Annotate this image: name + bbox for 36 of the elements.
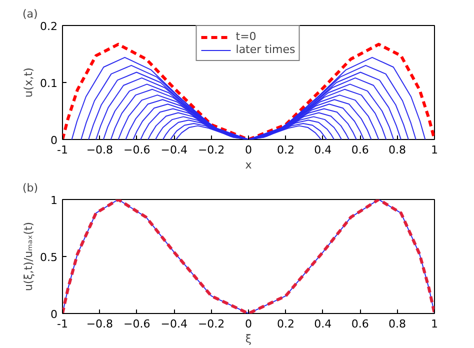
- x-tick-label: −0.2: [198, 144, 225, 156]
- x-tick-label: 0.8: [388, 144, 406, 156]
- y-tick-label: 0: [50, 308, 58, 321]
- x-tick-label: 1: [431, 144, 438, 156]
- x-tick-label: 0.4: [314, 144, 332, 156]
- legend-label: t=0: [236, 30, 256, 43]
- x-tick-label: −0.6: [124, 318, 150, 330]
- x-tick-label: −0.8: [86, 318, 114, 330]
- x-tick-label: 1: [431, 318, 438, 330]
- y-axis-title: u(x,t): [22, 68, 36, 98]
- y-axis-title: u(ξ,t)/uₘₐₓ(t): [22, 222, 36, 292]
- x-tick-label: 0.6: [351, 318, 369, 330]
- y-tick-label: 0.1: [40, 77, 58, 90]
- y-tick-label: 1: [50, 194, 58, 207]
- chart-title: (b): [22, 182, 38, 194]
- x-tick-label: 0: [245, 318, 252, 330]
- x-tick-label: -1: [57, 144, 68, 156]
- x-tick-label: 0.6: [351, 144, 369, 156]
- y-tick-label: 0: [50, 134, 58, 147]
- x-tick-label: 0.2: [276, 144, 294, 156]
- x-tick-label: −0.8: [86, 144, 114, 156]
- x-tick-label: −0.4: [160, 318, 188, 330]
- y-tick-label: 0.5: [40, 251, 58, 264]
- x-tick-label: −0.6: [124, 144, 150, 156]
- x-axis-title: ξ: [245, 332, 252, 346]
- x-tick-label: -1: [57, 318, 68, 330]
- chart-title: (a): [22, 8, 38, 20]
- x-tick-label: −0.2: [198, 318, 225, 330]
- x-tick-label: 0.8: [388, 318, 406, 330]
- legend-label: later times: [236, 43, 296, 56]
- x-tick-label: 0.2: [276, 318, 294, 330]
- x-tick-label: 0.4: [314, 318, 332, 330]
- x-tick-label: −0.4: [160, 144, 188, 156]
- y-tick-label: 0.2: [40, 20, 58, 33]
- x-tick-label: 0: [245, 144, 252, 156]
- x-axis-title: x: [245, 158, 252, 172]
